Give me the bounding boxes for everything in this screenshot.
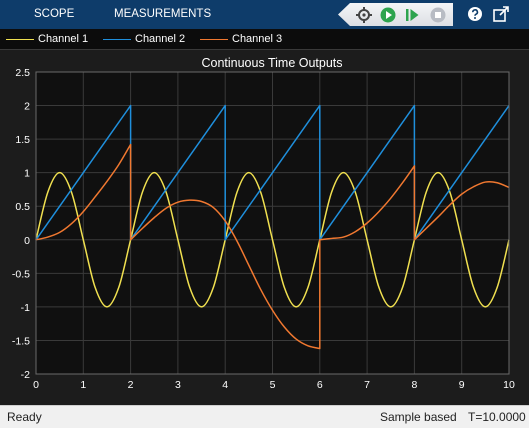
y-tick-label: -2 — [21, 369, 30, 381]
legend-swatch-channel-2 — [103, 38, 131, 40]
y-tick-label: 0 — [24, 235, 30, 247]
y-tick-label: 1 — [24, 168, 30, 180]
help-button[interactable] — [465, 4, 485, 24]
legend-item-channel-3[interactable]: Channel 3 — [200, 29, 282, 49]
x-tick-label: 9 — [459, 379, 465, 391]
legend-label: Channel 2 — [135, 33, 186, 45]
stop-button[interactable] — [426, 3, 450, 26]
y-tick-label: 0.5 — [15, 201, 30, 213]
legend-swatch-channel-1 — [6, 38, 34, 40]
toolstrip: SCOPE MEASUREMENTS — [0, 0, 529, 29]
chart[interactable]: Continuous Time Outputs 0 1 2 3 4 5 6 7 8 9 10-2-1… — [0, 50, 529, 405]
legend-label: Channel 3 — [232, 33, 283, 45]
status-ready: Ready — [7, 410, 42, 424]
x-tick-label: 7 — [364, 379, 370, 391]
chart-title: Continuous Time Outputs — [201, 56, 342, 70]
x-tick-label: 0 — [33, 379, 39, 391]
legend-label: Channel 1 — [38, 33, 89, 45]
x-tick-label: 10 — [503, 379, 515, 391]
x-tick-label: 2 — [128, 379, 134, 391]
stop-icon — [430, 7, 446, 22]
x-tick-label: 8 — [411, 379, 417, 391]
x-tick-label: 3 — [175, 379, 181, 391]
tab-scope[interactable]: SCOPE — [34, 8, 75, 20]
y-tick-label: 2.5 — [15, 67, 30, 79]
series-lines — [35, 104, 510, 350]
legend-swatch-channel-3 — [200, 38, 228, 40]
step-forward-button[interactable] — [400, 3, 424, 26]
run-icon — [380, 7, 396, 22]
simulation-toolbar — [338, 3, 453, 26]
axes-border — [35, 71, 510, 375]
undock-icon — [493, 6, 509, 22]
legend-item-channel-1[interactable]: Channel 1 — [6, 29, 88, 49]
y-tick-label: -1 — [21, 302, 30, 314]
legend: Channel 1 Channel 2 Channel 3 — [0, 29, 529, 50]
undock-button[interactable] — [490, 4, 512, 24]
y-tick-label: -0.5 — [12, 268, 30, 280]
y-tick-label: 2 — [24, 101, 30, 113]
tab-measurements[interactable]: MEASUREMENTS — [114, 8, 212, 20]
status-mode: Sample based — [380, 410, 457, 424]
help-icon — [468, 7, 482, 21]
x-tick-label: 5 — [270, 379, 276, 391]
x-tick-label: 6 — [317, 379, 323, 391]
series-line-channel-3[interactable] — [35, 143, 510, 350]
tick-labels: 0 1 2 3 4 5 6 7 8 9 10 -2 -1.5 -1 -0.5 0 0.5 1 1.5 2 2.5 — [12, 67, 515, 391]
status-bar: Ready Sample based T=10.0000 — [0, 405, 529, 428]
run-button[interactable] — [376, 3, 400, 26]
y-tick-label: -1.5 — [12, 335, 30, 347]
x-tick-label: 1 — [80, 379, 86, 391]
step-forward-icon — [406, 8, 419, 21]
signal-selector-button[interactable] — [352, 3, 376, 26]
legend-item-channel-2[interactable]: Channel 2 — [103, 29, 185, 49]
x-tick-label: 4 — [222, 379, 228, 391]
plot-area: Continuous Time Outputs 0 1 2 3 4 5 6 7 8 9 10 -2 -1… — [0, 50, 529, 405]
status-time: T=10.0000 — [468, 410, 526, 424]
series-line-channel-1[interactable] — [35, 171, 510, 308]
y-tick-label: 1.5 — [15, 134, 30, 146]
signal-selector-icon — [356, 6, 372, 23]
